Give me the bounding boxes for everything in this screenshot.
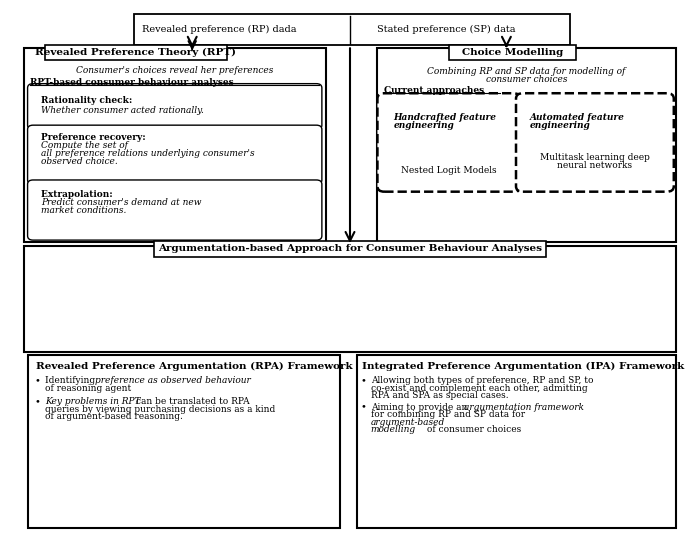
Text: Allowing both types of preference, RP and SP, to: Allowing both types of preference, RP an… xyxy=(370,376,593,385)
Text: argument-based: argument-based xyxy=(370,418,444,427)
Text: co-exist and complement each other, admitting: co-exist and complement each other, admi… xyxy=(370,383,587,393)
Text: engineering: engineering xyxy=(530,121,591,130)
Bar xyxy=(357,355,676,528)
Text: preference as observed behaviour: preference as observed behaviour xyxy=(94,376,251,385)
Text: observed choice.: observed choice. xyxy=(41,157,118,166)
Text: Revealed Preference Theory (RPT): Revealed Preference Theory (RPT) xyxy=(35,48,236,58)
Text: Handcrafted feature: Handcrafted feature xyxy=(393,113,496,122)
Text: Whether consumer acted rationally.: Whether consumer acted rationally. xyxy=(41,106,204,115)
Text: of argument-based reasoning.: of argument-based reasoning. xyxy=(45,412,183,421)
Text: of consumer choices: of consumer choices xyxy=(424,425,522,434)
Text: Multitask learning deep: Multitask learning deep xyxy=(540,153,650,162)
FancyBboxPatch shape xyxy=(516,93,674,192)
Text: Revealed Preference Argumentation (RPA) Framework: Revealed Preference Argumentation (RPA) … xyxy=(36,362,352,371)
Text: queries by viewing purchasing decisions as a kind: queries by viewing purchasing decisions … xyxy=(45,405,275,414)
Text: Compute the set of: Compute the set of xyxy=(41,141,128,150)
Text: RPA and SPA as special cases.: RPA and SPA as special cases. xyxy=(370,391,508,400)
Bar xyxy=(24,48,326,242)
Bar xyxy=(27,355,340,528)
Text: modelling: modelling xyxy=(370,425,416,434)
Text: market conditions.: market conditions. xyxy=(41,206,127,216)
Text: Argumentation-based Approach for Consumer Behaviour Analyses: Argumentation-based Approach for Consume… xyxy=(158,244,542,253)
Text: Extrapolation:: Extrapolation: xyxy=(41,190,116,199)
Text: Key problems in RPT: Key problems in RPT xyxy=(45,397,140,406)
Text: Rationality check:: Rationality check: xyxy=(41,96,136,105)
Text: •: • xyxy=(361,376,367,385)
Text: neural networks: neural networks xyxy=(557,161,633,169)
Text: Automated feature: Automated feature xyxy=(530,113,624,122)
FancyBboxPatch shape xyxy=(27,125,322,184)
Text: Integrated Preference Argumentation (IPA) Framework: Integrated Preference Argumentation (IPA… xyxy=(363,362,685,371)
Text: Nested Logit Models: Nested Logit Models xyxy=(401,166,496,175)
Bar xyxy=(45,45,227,60)
Text: Preference recovery:: Preference recovery: xyxy=(41,133,149,142)
Bar xyxy=(155,241,545,257)
Bar xyxy=(377,48,676,242)
Text: •: • xyxy=(361,403,367,412)
Text: engineering: engineering xyxy=(393,121,454,130)
Text: of reasoning agent: of reasoning agent xyxy=(45,383,131,393)
Text: •: • xyxy=(34,397,41,406)
Text: for combining RP and SP data for: for combining RP and SP data for xyxy=(370,410,528,419)
Text: RPT-based consumer behaviour analyses: RPT-based consumer behaviour analyses xyxy=(29,78,233,86)
Bar xyxy=(24,246,675,352)
FancyBboxPatch shape xyxy=(27,84,322,129)
Text: Revealed preference (RP) dada: Revealed preference (RP) dada xyxy=(142,26,297,34)
Text: Stated preference (SP) data: Stated preference (SP) data xyxy=(377,26,515,34)
Bar xyxy=(449,45,576,60)
Text: •: • xyxy=(34,376,41,385)
Text: Identifying: Identifying xyxy=(45,376,98,385)
Text: Aiming to provide an: Aiming to provide an xyxy=(370,403,470,412)
Text: Current approaches: Current approaches xyxy=(384,86,484,95)
Text: consumer choices: consumer choices xyxy=(486,75,567,84)
Text: all preference relations underlying consumer's: all preference relations underlying cons… xyxy=(41,149,255,159)
Text: Consumer's choices reveal her preferences: Consumer's choices reveal her preference… xyxy=(76,66,274,75)
Text: Predict consumer's demand at new: Predict consumer's demand at new xyxy=(41,198,202,207)
Text: Choice Modelling: Choice Modelling xyxy=(462,48,564,58)
FancyBboxPatch shape xyxy=(27,180,322,240)
Text: Combining RP and SP data for modelling of: Combining RP and SP data for modelling o… xyxy=(427,67,626,77)
Text: can be translated to RPA: can be translated to RPA xyxy=(132,397,249,406)
FancyBboxPatch shape xyxy=(377,93,520,192)
Text: argumentation framework: argumentation framework xyxy=(464,403,584,412)
Bar xyxy=(134,15,570,45)
